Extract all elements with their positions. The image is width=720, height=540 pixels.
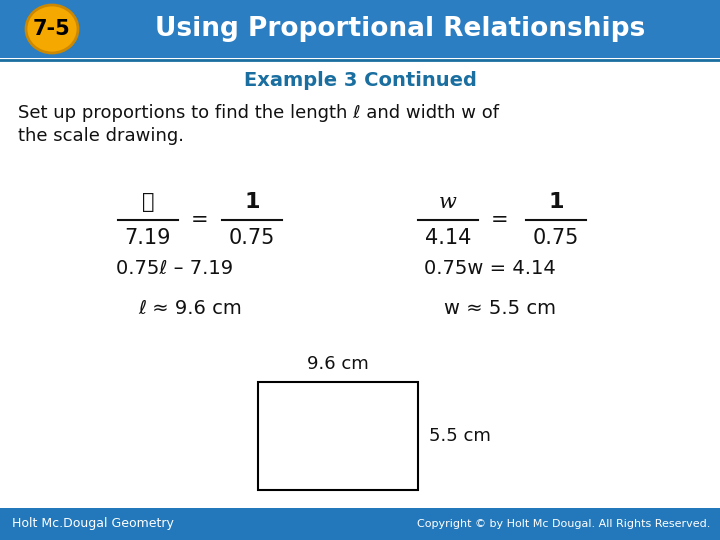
Text: 0.75: 0.75 [533,228,579,248]
Text: 1: 1 [244,192,260,212]
Text: 9.6 cm: 9.6 cm [307,355,369,373]
Text: 0.75w = 4.14: 0.75w = 4.14 [424,259,556,278]
Bar [0,0,720,58]
Bar [258,382,418,490]
Text: =: = [192,210,209,230]
Text: 0.75: 0.75 [229,228,275,248]
Text: Set up proportions to find the length ℓ and width w of: Set up proportions to find the length ℓ … [18,104,499,122]
Text: w: w [439,192,457,212]
Text: 7.19: 7.19 [125,228,171,248]
Text: Using Proportional Relationships: Using Proportional Relationships [155,16,645,42]
Bar [0,508,720,540]
Text: Example 3 Continued: Example 3 Continued [243,71,477,90]
Text: the scale drawing.: the scale drawing. [18,127,184,145]
Text: ℓ: ℓ [142,192,154,212]
Text: Holt Mc.Dougal Geometry: Holt Mc.Dougal Geometry [12,517,174,530]
Text: Copyright © by Holt Mc Dougal. All Rights Reserved.: Copyright © by Holt Mc Dougal. All Right… [417,519,710,529]
Text: =: = [491,210,509,230]
Text: 0.75ℓ – 7.19: 0.75ℓ – 7.19 [117,259,233,278]
Text: w ≈ 5.5 cm: w ≈ 5.5 cm [444,299,556,318]
Ellipse shape [26,5,78,53]
Text: 1: 1 [548,192,564,212]
Text: ℓ ≈ 9.6 cm: ℓ ≈ 9.6 cm [138,299,242,318]
Text: 7-5: 7-5 [33,19,71,39]
Text: 4.14: 4.14 [425,228,471,248]
Text: 5.5 cm: 5.5 cm [429,427,491,445]
